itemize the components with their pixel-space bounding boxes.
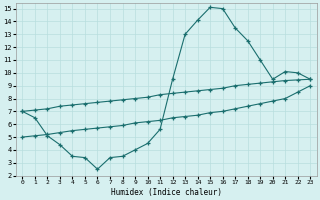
X-axis label: Humidex (Indice chaleur): Humidex (Indice chaleur) [111,188,222,197]
